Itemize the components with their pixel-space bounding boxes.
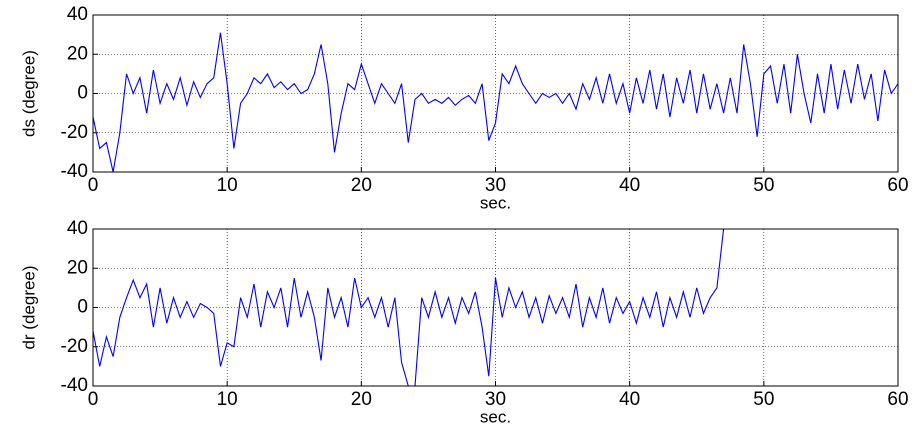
x-tick-label: 60 — [887, 389, 908, 410]
y-tick-label: 40 — [67, 218, 88, 239]
x-tick-label: 40 — [619, 389, 640, 410]
y-tick-label: -40 — [61, 161, 88, 182]
x-tick-label: 10 — [217, 389, 238, 410]
subplot: 0 10 20 30 40 50 60 -40 -20 0 20 40 ds (degree) sec. — [19, 4, 908, 212]
axes-box — [92, 228, 899, 387]
y-axis-label: ds (degree) — [19, 50, 38, 137]
x-tick-label: 10 — [217, 175, 238, 196]
y-tick-label: -40 — [61, 375, 88, 396]
x-tick-label: 0 — [88, 175, 99, 196]
x-tick-label: 50 — [753, 175, 774, 196]
axes-box — [92, 14, 899, 173]
y-tick-label: 0 — [77, 83, 88, 104]
subplot: 0 10 20 30 40 50 60 -40 -20 0 20 40 dr (degree) sec. — [19, 218, 908, 426]
x-tick-label: 60 — [887, 175, 908, 196]
x-tick-label: 20 — [351, 389, 372, 410]
x-axis-label: sec. — [480, 407, 511, 426]
y-tick-label: -20 — [61, 122, 88, 143]
x-tick-label: 50 — [753, 389, 774, 410]
x-axis-label: sec. — [480, 193, 511, 212]
y-tick-label: 0 — [77, 297, 88, 318]
y-tick-label: 20 — [67, 43, 88, 64]
x-tick-label: 40 — [619, 175, 640, 196]
data-line — [93, 229, 892, 386]
y-tick-label: 40 — [67, 4, 88, 25]
x-tick-label: 20 — [351, 175, 372, 196]
x-tick-label: 30 — [485, 175, 506, 196]
y-tick-label: -20 — [61, 336, 88, 357]
y-tick-label: 20 — [67, 257, 88, 278]
x-tick-label: 0 — [88, 389, 99, 410]
y-axis-label: dr (degree) — [19, 265, 38, 349]
x-tick-label: 30 — [485, 389, 506, 410]
data-line — [93, 32, 898, 172]
